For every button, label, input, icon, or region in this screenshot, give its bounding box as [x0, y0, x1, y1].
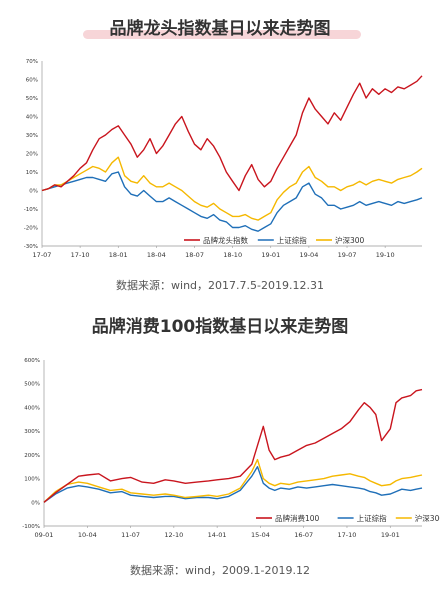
y-tick-label: -20%	[24, 226, 38, 232]
chart-2: 600% 500% 400% 300% 200% 100% 0% -100%09-01 10-0…	[22, 358, 440, 539]
title-highlight	[83, 30, 361, 39]
chart-1: 70% 60% 50% 40% 30% 20% 10% 0% -10% -20% -30%17-07…	[24, 59, 423, 259]
x-tick-label: 18-07	[185, 251, 204, 259]
x-tick-label: 17-10	[338, 531, 357, 539]
y-tick-label: 0%	[31, 500, 40, 506]
y-tick-label: 100%	[24, 477, 40, 483]
y-tick-label: 60%	[26, 78, 38, 84]
y-tick-label: 300%	[24, 429, 40, 435]
x-tick-label: 14-01	[208, 531, 227, 539]
y-tick-label: -10%	[24, 207, 38, 213]
x-tick-label: 19-01	[261, 251, 280, 259]
series-line	[41, 171, 423, 232]
x-tick-label: 12-10	[164, 531, 183, 539]
x-tick-label: 15-04	[251, 531, 270, 539]
legend-label: 品牌龙头指数	[203, 235, 248, 245]
chart-2-source: 数据来源：wind，2009.1-2019.12	[130, 564, 310, 577]
y-tick-label: 30%	[26, 133, 38, 139]
x-tick-label: 18-10	[223, 251, 242, 259]
x-tick-label: 19-04	[299, 251, 318, 259]
x-tick-label: 09-01	[35, 531, 54, 539]
legend-label: 上证综指	[277, 235, 307, 245]
series-line	[43, 388, 423, 503]
x-tick-label: 11-07	[121, 531, 140, 539]
x-tick-label: 17-10	[71, 251, 90, 259]
y-tick-label: 200%	[24, 453, 40, 459]
y-tick-label: 400%	[24, 405, 40, 411]
x-tick-label: 10-04	[78, 531, 97, 539]
y-tick-label: -100%	[22, 524, 40, 530]
chart-1-title: 品牌龙头指数基日以来走势图	[109, 19, 331, 39]
series-line	[41, 156, 423, 221]
y-tick-label: 50%	[26, 96, 38, 102]
y-tick-label: 500%	[24, 382, 40, 388]
x-tick-label: 17-07	[33, 251, 52, 259]
legend-label: 沪深300	[415, 513, 440, 523]
chart-2-title: 品牌消费100指数基日以来走势图	[91, 317, 349, 337]
y-tick-label: 40%	[26, 115, 38, 121]
y-tick-label: 600%	[24, 358, 40, 364]
legend-label: 沪深300	[335, 235, 365, 245]
chart-1-source: 数据来源：wind，2017.7.5-2019.12.31	[116, 279, 324, 292]
legend-label: 品牌消费100	[275, 513, 320, 523]
y-tick-label: 10%	[26, 170, 38, 176]
y-tick-label: 20%	[26, 152, 38, 158]
y-tick-label: 0%	[29, 189, 38, 195]
y-tick-label: 70%	[26, 59, 38, 65]
x-tick-label: 19-07	[338, 251, 357, 259]
x-tick-label: 19-01	[381, 531, 400, 539]
series-line	[43, 465, 423, 503]
x-tick-label: 16-07	[294, 531, 313, 539]
x-tick-label: 18-01	[109, 251, 128, 259]
series-line	[41, 75, 423, 192]
x-tick-label: 18-04	[147, 251, 166, 259]
y-tick-label: -30%	[24, 244, 38, 250]
legend-label: 上证综指	[357, 513, 387, 523]
x-tick-label: 19-10	[376, 251, 395, 259]
series-line	[43, 458, 423, 503]
